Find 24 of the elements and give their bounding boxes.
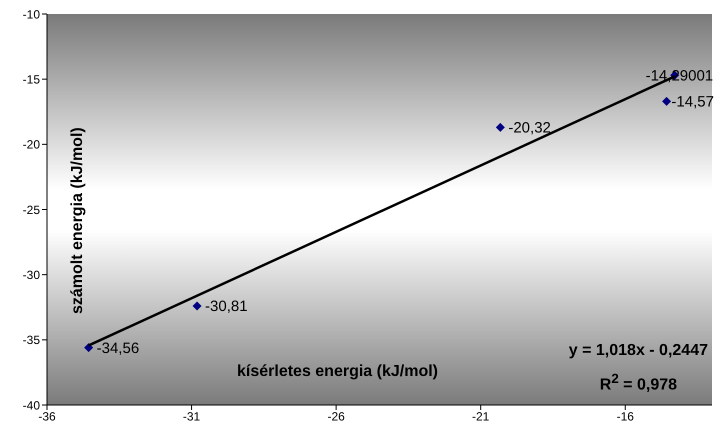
x-tick-label: -31 xyxy=(182,410,201,424)
annotation: -30,81 xyxy=(205,298,248,316)
annotation: y = 1,018x - 0,2447 xyxy=(568,341,708,361)
annotation: -20,32 xyxy=(508,120,551,137)
y-tick-label: -15 xyxy=(22,72,40,86)
annotation: R$^{2}$ = 0,978 xyxy=(598,370,678,396)
x-tick-label: -21 xyxy=(472,410,490,424)
x-tick-label: -26 xyxy=(327,410,346,424)
y-tick-label: -10 xyxy=(22,7,40,22)
annotation: -34,56 xyxy=(96,340,140,357)
x-tick-label: -16 xyxy=(616,410,634,424)
y-tick-label: -30 xyxy=(22,268,40,282)
annotation: -14,57 xyxy=(671,94,714,111)
point xyxy=(662,96,672,106)
y-tick-label: -35 xyxy=(22,333,40,348)
y-tick-label: -40 xyxy=(22,398,40,412)
point xyxy=(496,122,505,132)
x-axis-title: kísérletes energia (kJ/mol) xyxy=(237,363,438,381)
point xyxy=(192,301,202,310)
y-tick-label: -20 xyxy=(22,138,40,152)
point xyxy=(84,343,94,352)
y-tick-label: -25 xyxy=(22,202,40,217)
x-tick-label: -36 xyxy=(38,410,56,424)
y-axis-title: számolt energia (kJ/mol) xyxy=(69,127,87,314)
